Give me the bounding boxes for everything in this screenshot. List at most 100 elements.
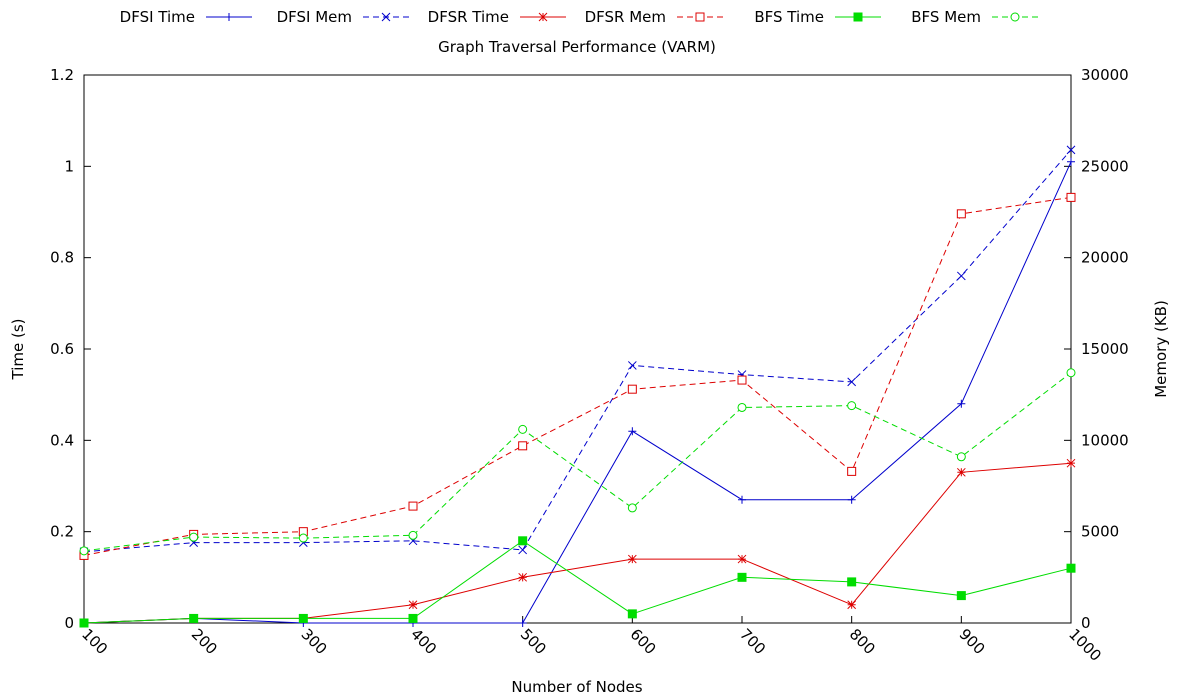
legend-entry: DFSI Time [120, 8, 252, 26]
x-tick-label: 1000 [1065, 625, 1105, 665]
y-axis-label: Time (s) [9, 319, 27, 381]
data-point [1067, 157, 1075, 166]
y2-tick-label: 20000 [1081, 249, 1129, 267]
data-point [1010, 12, 1020, 22]
x-tick-label: 200 [188, 625, 221, 658]
data-point [956, 467, 966, 477]
x-tick-label: 800 [846, 625, 879, 658]
data-point [627, 384, 637, 394]
series-bfs-time [79, 536, 1076, 628]
data-point [1066, 192, 1076, 202]
y2-tick-label: 25000 [1081, 157, 1129, 175]
data-point [627, 361, 637, 370]
chart-title: Graph Traversal Performance (VARM) [438, 38, 716, 56]
data-point [518, 572, 528, 582]
data-point [737, 402, 747, 412]
data-point [737, 554, 747, 564]
data-point [1066, 145, 1076, 155]
data-point [408, 613, 418, 623]
y-tick-label: 0.6 [50, 340, 74, 358]
data-point [79, 618, 89, 628]
data-point [695, 12, 705, 22]
data-point [518, 545, 528, 555]
data-point [957, 399, 966, 408]
data-point [847, 466, 857, 476]
legend-entry: DFSR Mem [585, 8, 723, 26]
legend-entry: BFS Time [754, 8, 881, 26]
legend-label: DFSI Mem [277, 8, 352, 26]
axis-ticks: 0 0.2 0.4 0.6 0.8 1 1.2 0 5000 10000 15000 20000 250… [50, 66, 1129, 665]
y-tick-label: 0 [64, 614, 74, 632]
series-layer [79, 145, 1076, 628]
data-point [956, 591, 966, 601]
y-tick-label: 0.4 [50, 431, 74, 449]
data-point [408, 530, 418, 540]
legend-entry: BFS Mem [911, 8, 1038, 26]
y2-tick-label: 15000 [1081, 340, 1129, 358]
data-point [627, 503, 637, 513]
x-tick-label: 900 [956, 625, 989, 658]
data-point [381, 12, 391, 22]
data-point [847, 401, 857, 411]
y2-tick-label: 0 [1081, 614, 1091, 632]
data-point [737, 375, 747, 385]
x-axis-label: Number of Nodes [511, 678, 642, 696]
y2-tick-label: 5000 [1081, 523, 1119, 541]
x-tick-label: 100 [78, 625, 111, 658]
x-tick-label: 500 [517, 625, 550, 658]
data-point [847, 495, 856, 504]
data-point [538, 12, 548, 22]
legend-label: DFSR Time [428, 8, 509, 26]
data-point [847, 600, 857, 610]
data-point [627, 554, 637, 564]
series-dfsi-mem [79, 145, 1076, 557]
legend: DFSI Time DFSI Mem DFSR Time DFSR Mem BFS Ti… [120, 8, 1038, 26]
legend-label: BFS Time [754, 8, 824, 26]
series-line [83, 462, 1072, 624]
data-point [298, 533, 308, 543]
legend-label: BFS Mem [911, 8, 981, 26]
data-point [189, 532, 199, 542]
x-tick-label: 600 [627, 625, 660, 658]
data-point [1066, 458, 1076, 468]
series-bfs-mem [79, 368, 1076, 556]
series-line [83, 161, 1072, 624]
series-dfsi-time [80, 157, 1075, 627]
data-point [956, 209, 966, 219]
data-point [189, 613, 199, 623]
y-tick-label: 1.2 [50, 66, 74, 84]
y-tick-label: 0.8 [50, 249, 74, 267]
legend-entry: DFSR Time [428, 8, 566, 26]
series-line [83, 149, 1072, 553]
series-dfsr-mem [79, 192, 1076, 560]
data-point [738, 495, 746, 504]
legend-label: DFSR Mem [585, 8, 666, 26]
y2-tick-label: 10000 [1081, 431, 1129, 449]
y-tick-label: 0.2 [50, 523, 74, 541]
series-line [83, 196, 1072, 556]
data-point [518, 619, 527, 627]
data-point [956, 271, 966, 281]
data-point [225, 13, 233, 21]
y2-axis-label: Memory (KB) [1152, 300, 1170, 398]
plot-area [83, 74, 1072, 624]
data-point [627, 609, 637, 619]
data-point [628, 427, 637, 436]
data-point [737, 572, 747, 582]
data-point [518, 441, 528, 451]
data-point [1066, 368, 1076, 378]
data-point [298, 613, 308, 623]
legend-label: DFSI Time [120, 8, 195, 26]
data-point [408, 600, 418, 610]
data-point [518, 536, 528, 546]
data-point [956, 452, 966, 462]
x-tick-label: 700 [736, 625, 769, 658]
x-tick-label: 300 [298, 625, 331, 658]
legend-entry: DFSI Mem [277, 8, 409, 26]
series-line [83, 372, 1072, 552]
series-line [83, 540, 1072, 624]
y-tick-label: 1 [64, 157, 74, 175]
x-tick-label: 400 [407, 625, 440, 658]
data-point [408, 501, 418, 511]
